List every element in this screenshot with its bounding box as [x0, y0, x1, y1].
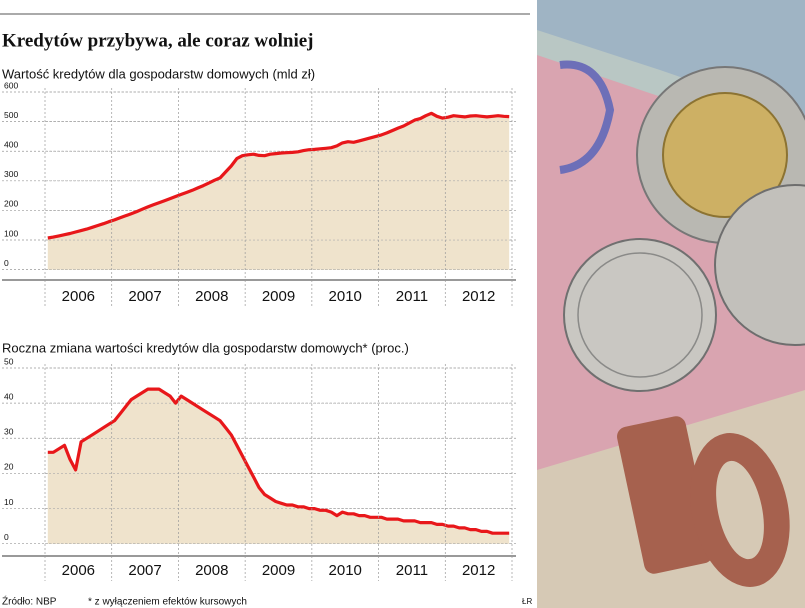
x-tick-label: 2008: [195, 288, 228, 305]
y-tick-label: 0: [4, 532, 9, 542]
x-tick-label: 2012: [462, 562, 495, 579]
y-tick-label: 0: [4, 258, 9, 268]
y-tick-label: 300: [4, 169, 18, 179]
subtitle: Wartość kredytów dla gospodarstw domowyc…: [2, 66, 315, 81]
x-tick-label: 2011: [396, 288, 428, 305]
line: [47, 111, 510, 240]
y-tick-label: 200: [4, 199, 18, 209]
x-tick-label: 2007: [128, 288, 161, 305]
source: Źródło: NBP: [2, 595, 57, 608]
x-tick-label: 2012: [462, 288, 495, 305]
x-tick-label: 2006: [62, 562, 95, 579]
credit: ŁR: [522, 597, 532, 606]
coin: [563, 238, 717, 392]
x-tick-label: 2010: [329, 288, 362, 305]
area: [47, 113, 510, 270]
x-tick-label: 2009: [262, 562, 295, 579]
y-tick-label: 30: [4, 427, 14, 437]
x-tick-label: 2006: [62, 288, 95, 305]
y-tick-label: 40: [4, 391, 14, 401]
y-tick-label: 50: [4, 356, 14, 366]
coin-rim: [577, 252, 703, 378]
x-tick-label: 2007: [128, 562, 161, 579]
chart-title: Kredytów przybywa, ale coraz wolniej: [2, 30, 314, 51]
coin-center: [662, 92, 788, 218]
y-tick-label: 10: [4, 497, 14, 507]
line: [47, 387, 510, 535]
banknote-digit: [617, 416, 713, 574]
y-tick-label: 500: [4, 110, 18, 120]
coin: [714, 184, 805, 346]
banknote-digit-hole: [716, 460, 764, 560]
x-tick-label: 2010: [329, 562, 362, 579]
note: * z wyłączeniem efektów kursowych: [88, 597, 247, 608]
x-tick-label: 2008: [195, 562, 228, 579]
y-tick-label: 400: [4, 139, 18, 149]
y-tick-label: 600: [4, 80, 18, 90]
y-tick-label: 20: [4, 462, 14, 472]
banknote-ornament: [559, 60, 615, 174]
x-tick-label: 2011: [396, 562, 428, 579]
x-tick-label: 2009: [262, 288, 295, 305]
photo: [537, 0, 805, 608]
subtitle: Roczna zmiana wartości kredytów dla gosp…: [2, 340, 409, 355]
y-tick-label: 100: [4, 228, 18, 238]
area: [47, 389, 510, 544]
